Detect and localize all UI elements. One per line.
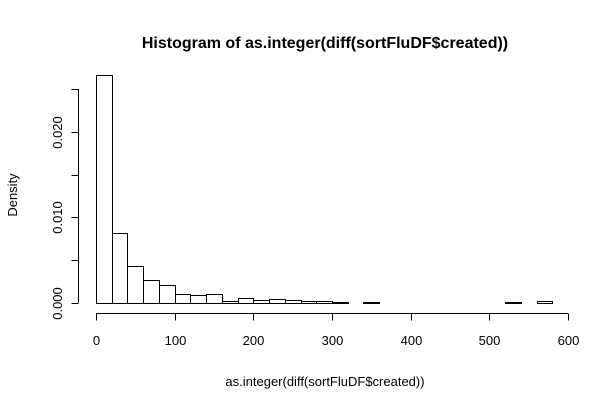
x-tick-label: 100 [165, 333, 187, 348]
histogram-bar [238, 298, 254, 304]
histogram-bar [505, 302, 522, 304]
histogram-bar [222, 301, 239, 304]
histogram-bar [143, 280, 160, 304]
x-tick-label: 600 [558, 333, 580, 348]
y-tick-label: 0.000 [50, 287, 65, 320]
histogram-bar [175, 294, 191, 304]
histogram-bar [253, 300, 270, 304]
x-tick-label: 500 [479, 333, 501, 348]
x-tick-label: 300 [322, 333, 344, 348]
histogram-bar [206, 294, 223, 304]
x-axis-label: as.integer(diff(sortFluDF$created)) [225, 374, 424, 389]
y-tick-label: 0.010 [50, 201, 65, 234]
x-tick-label: 200 [243, 333, 265, 348]
histogram-bar [112, 233, 128, 304]
histogram-bar [159, 285, 176, 304]
x-tick-label: 0 [93, 333, 100, 348]
histogram-bar [316, 301, 333, 304]
histogram-bar [190, 295, 207, 304]
y-axis: 0.000 0.010 0.020 [50, 89, 79, 320]
chart-title: Histogram of as.integer(diff(sortFluDF$c… [142, 35, 508, 52]
histogram-bar [301, 301, 317, 304]
histogram-bar [127, 266, 144, 304]
histogram-bar [537, 301, 553, 304]
histogram-bars [96, 75, 553, 304]
histogram-bar [332, 302, 349, 304]
x-tick-label: 400 [401, 333, 423, 348]
histogram-bar [363, 302, 380, 304]
y-tick-label: 0.020 [50, 116, 65, 149]
y-axis-label: Density [5, 173, 20, 217]
histogram-bar [269, 299, 286, 304]
histogram-bar [96, 75, 113, 304]
x-axis: 0 100 200 300 400 500 600 [93, 313, 580, 348]
histogram-bar [285, 300, 302, 304]
